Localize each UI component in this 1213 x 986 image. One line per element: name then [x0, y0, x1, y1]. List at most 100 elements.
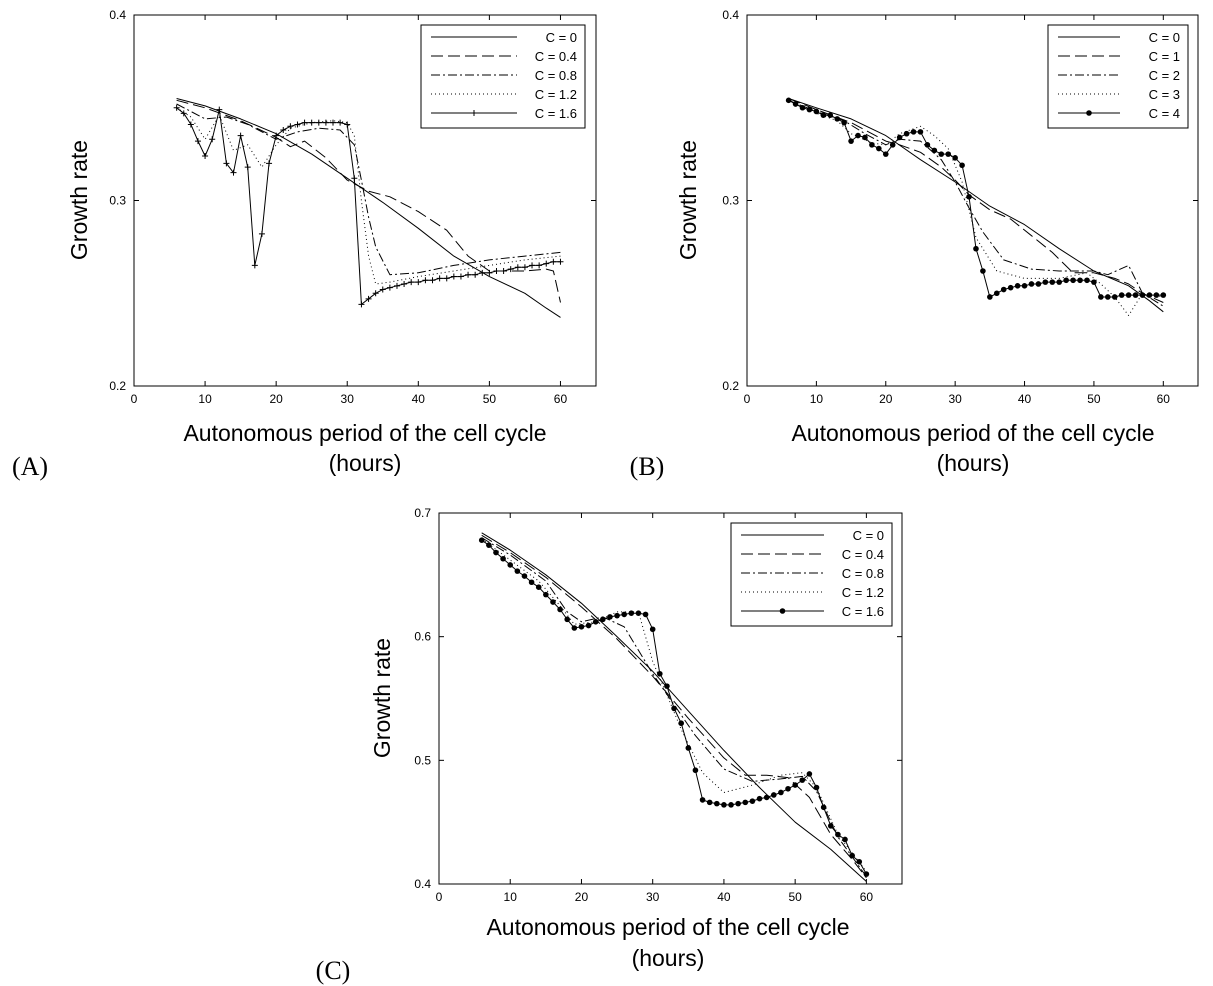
legend: C = 0C = 0.4C = 0.8C = 1.2C = 1.6: [421, 25, 585, 128]
x-axis-label: Autonomous period of the cell cycle: [791, 420, 1154, 446]
data-point: [543, 592, 549, 598]
data-point: [848, 138, 854, 144]
data-point: [394, 283, 400, 289]
data-point: [1154, 292, 1160, 298]
data-point: [501, 268, 507, 274]
data-point: [793, 101, 799, 107]
data-point: [458, 274, 464, 280]
data-point: [323, 120, 329, 126]
data-point: [1112, 294, 1118, 300]
data-point: [479, 537, 485, 543]
data-point: [890, 142, 896, 148]
x-tick-label: 20: [269, 392, 283, 406]
data-point: [864, 871, 870, 877]
series-2: [789, 99, 1164, 303]
series-3: [177, 104, 561, 275]
data-point: [671, 706, 677, 712]
data-point: [543, 261, 549, 267]
data-point: [515, 568, 521, 574]
data-point: [536, 262, 542, 268]
x-axis-label-unit: (hours): [632, 945, 705, 971]
series-5: [174, 105, 564, 308]
legend-label: C = 0.8: [842, 566, 884, 581]
data-point: [904, 131, 910, 137]
x-axis-label: Autonomous period of the cell cycle: [486, 914, 849, 940]
data-point: [1036, 281, 1042, 287]
data-point: [515, 264, 521, 270]
data-point: [259, 231, 265, 237]
data-point: [252, 262, 258, 268]
x-tick-label: 40: [1018, 392, 1032, 406]
series-line: [789, 100, 1164, 297]
data-point: [764, 795, 770, 801]
x-tick-label: 50: [1087, 392, 1101, 406]
x-tick-label: 60: [1157, 392, 1171, 406]
data-point: [529, 579, 535, 585]
data-point: [1070, 277, 1076, 283]
data-point: [607, 614, 613, 620]
series-line: [789, 99, 1164, 312]
data-point: [827, 112, 833, 118]
data-point: [925, 142, 931, 148]
data-point: [735, 801, 741, 807]
data-point: [1140, 292, 1146, 298]
chart-panel-c: 0 10 20 30 40 50 600.40.50.60.7Autonomous peri…: [316, 506, 902, 985]
data-point: [451, 274, 457, 280]
legend: C = 0 C = 1 C = 2 C = 3 C = 4: [1048, 25, 1188, 128]
series-line: [789, 100, 1164, 306]
y-tick-label: 0.4: [722, 8, 739, 22]
data-point: [507, 562, 513, 568]
data-point: [1063, 277, 1069, 283]
data-point: [337, 120, 343, 126]
x-tick-label: 60: [860, 890, 874, 904]
data-point: [897, 135, 903, 141]
data-point: [493, 550, 499, 556]
data-point: [799, 777, 805, 783]
data-point: [650, 626, 656, 632]
data-point: [1091, 279, 1097, 285]
data-point: [721, 802, 727, 808]
data-point: [536, 584, 542, 590]
y-axis-label: Growth rate: [675, 140, 701, 260]
x-tick-label: 40: [717, 890, 731, 904]
x-axis-label-unit: (hours): [937, 450, 1010, 476]
data-point: [800, 105, 806, 111]
series-line: [789, 100, 1164, 315]
legend-label: C = 0.4: [842, 547, 884, 562]
legend-marker: [780, 608, 786, 614]
data-point: [959, 162, 965, 168]
y-tick-label: 0.4: [109, 8, 126, 22]
data-point: [835, 832, 841, 838]
data-point: [557, 259, 563, 265]
data-point: [686, 745, 692, 751]
data-point: [522, 573, 528, 579]
legend-label: C = 2: [1149, 68, 1180, 83]
data-point: [785, 786, 791, 792]
data-point: [579, 624, 585, 630]
data-point: [834, 116, 840, 122]
panel-label: (B): [630, 452, 665, 481]
data-point: [952, 155, 958, 161]
x-tick-label: 10: [810, 392, 824, 406]
legend-marker: [1086, 110, 1092, 116]
legend-label: C = 1.2: [535, 87, 577, 102]
data-point: [821, 112, 827, 118]
series-2: [177, 100, 561, 302]
data-point: [309, 120, 315, 126]
data-point: [883, 151, 889, 157]
x-tick-label: 30: [341, 392, 355, 406]
legend-label: C = 4: [1149, 106, 1180, 121]
data-point: [465, 272, 471, 278]
data-point: [522, 264, 528, 270]
data-point: [771, 792, 777, 798]
series-line: [177, 100, 561, 302]
data-point: [1015, 283, 1021, 289]
legend-label: C = 0.4: [535, 49, 577, 64]
legend-label: C = 1.2: [842, 585, 884, 600]
data-point: [821, 805, 827, 811]
data-point: [1043, 279, 1049, 285]
data-point: [700, 797, 706, 803]
chart-panel-b: 0 10 20 30 40 50 600.20.30.4Autonomous period …: [630, 8, 1198, 481]
data-point: [693, 767, 699, 773]
data-point: [316, 120, 322, 126]
